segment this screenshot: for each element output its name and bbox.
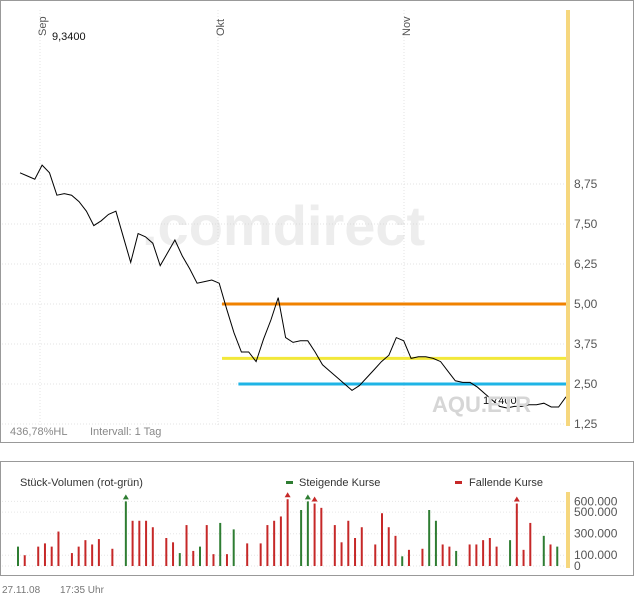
volume-peak-marker <box>311 496 318 502</box>
price-x-label: Nov <box>401 16 413 36</box>
price-chart-frame <box>0 0 634 443</box>
price-y-tick-label: 6,25 <box>574 257 598 271</box>
legend-up-label: Steigende Kurse <box>299 477 380 489</box>
max-value-label: 9,3400 <box>52 31 86 43</box>
min-value-label: 1,7400 <box>483 395 517 407</box>
volume-chart: Stück-Volumen (rot-grün) Steigende Kurse… <box>0 461 634 576</box>
volume-peak-marker <box>513 496 520 502</box>
price-x-labels: Sep Okt Nov <box>37 16 413 36</box>
price-x-label: Sep <box>37 16 49 36</box>
footer-time: 17:35 Uhr <box>60 585 105 596</box>
footer-date: 27.11.08 <box>2 585 41 596</box>
price-y-tick-label: 1,25 <box>574 417 598 431</box>
legend-up-swatch <box>286 481 293 484</box>
volume-grid <box>2 500 566 567</box>
price-y-tick-label: 3,75 <box>574 337 598 351</box>
volume-bars <box>17 492 559 566</box>
volume-y-tick-label: 0 <box>574 559 581 573</box>
price-series-line <box>19 164 567 409</box>
price-y-tick-label: 8,75 <box>574 177 598 191</box>
legend-down-label: Fallende Kurse <box>469 477 543 489</box>
volume-y-tick-label: 100.000 <box>574 548 618 562</box>
legend-down-swatch <box>455 481 462 484</box>
volume-y-tick-label: 300.000 <box>574 527 618 541</box>
volume-chart-frame <box>0 461 634 576</box>
volume-peak-marker <box>304 494 311 500</box>
volume-title: Stück-Volumen (rot-grün) <box>20 477 143 489</box>
volume-y-tick-label: 500.000 <box>574 505 618 519</box>
watermark: .comdirect <box>142 194 425 257</box>
volume-y-tick-label: 600.000 <box>574 494 618 508</box>
instrument-watermark: AQU.ETR <box>432 392 531 417</box>
hl-text: 436,78%HL <box>10 426 68 438</box>
volume-peak-marker <box>284 492 291 498</box>
price-chart: .comdirect 8,757,506,255,003,752,501,25 … <box>0 0 634 443</box>
price-x-label: Okt <box>215 19 227 36</box>
volume-peak-marker <box>122 494 129 500</box>
price-y-ticks: 8,75 7,50 6,25 5,00 3,75 2,50 1,25 <box>574 177 598 431</box>
price-y-tick-label: 2,50 <box>574 377 598 391</box>
price-y-tick-label: 7,50 <box>574 217 598 231</box>
interval-text: Intervall: 1 Tag <box>90 426 161 438</box>
price-y-tick-label: 5,00 <box>574 297 598 311</box>
